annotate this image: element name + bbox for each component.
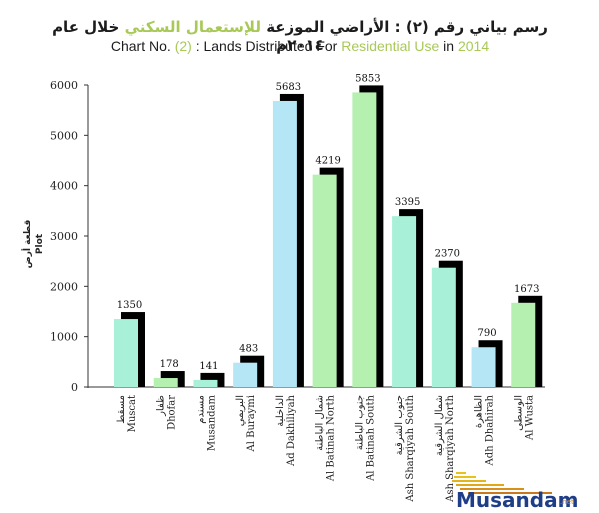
bar-value-label: 483	[239, 344, 258, 355]
bar	[153, 378, 178, 387]
x-tick-label-group: الظاهرة Adh Dhahirah	[474, 394, 496, 466]
x-tick-label-english: Ash Sharqiyah North	[445, 394, 456, 502]
bar	[431, 267, 456, 387]
chart-title-arabic: رسم بياني رقم (٢) : الأراضي الموزعة للإس…	[40, 18, 560, 54]
bar	[272, 100, 297, 388]
logo-suffix: .net	[560, 498, 574, 506]
x-tick-label-english: Al Buraymi	[246, 395, 257, 452]
bar-value-label: 2370	[435, 249, 460, 260]
x-tick-label-arabic: جنوب الشرقية	[394, 395, 405, 455]
bar-value-label: 3395	[395, 197, 420, 208]
bar	[193, 379, 218, 387]
x-tick-label-group: البريمي Al Buraymi	[235, 395, 257, 452]
x-tick-label-english: Muscat	[127, 395, 138, 432]
bar	[352, 92, 377, 388]
x-tick-label-arabic: مسندم	[195, 395, 206, 424]
x-tick-label-arabic: الظاهرة	[474, 395, 485, 428]
bar-value-label: 141	[199, 361, 218, 372]
title-ar-highlight: للإستعمال السكني	[124, 18, 261, 36]
title-en-part2: : Lands Distributed For	[191, 38, 342, 54]
bar-value-label: 178	[160, 359, 179, 370]
title-ar-suffix: خلال عام ٢٠١٤م	[52, 18, 324, 54]
x-tick-label-arabic: البريمي	[235, 395, 246, 426]
x-tick-label-english: Ash Sharqiyah South	[405, 394, 416, 502]
x-tick-label-arabic: مسقط	[116, 395, 127, 424]
x-tick-label-arabic: شمال الشرقية	[434, 395, 445, 456]
x-tick-label-group: الداخلية Ad Dakhiliyah	[275, 394, 297, 466]
title-en-year: 2014	[457, 38, 490, 54]
x-tick-label-group: شمال الشرقية Ash Sharqiyah North	[434, 394, 456, 502]
x-tick-label-english: Al Batinah North	[326, 394, 337, 482]
bar-value-label: 4219	[315, 156, 340, 167]
title-en-num: (2)	[174, 38, 192, 54]
y-tick-label: 3000	[50, 230, 78, 243]
x-tick-label-group: جنوب الباطنة Al Batinah South	[354, 394, 376, 481]
logo-text: Musandam	[456, 488, 579, 512]
x-tick-label-english: Ad Dakhiliyah	[286, 394, 297, 466]
x-tick-label-english: Adh Dhahirah	[485, 394, 496, 466]
y-tick-label: 0	[71, 381, 78, 394]
y-tick-label: 5000	[50, 129, 78, 142]
title-en-part3: in	[439, 38, 458, 54]
x-tick-label-arabic: ظفار	[156, 395, 167, 417]
bar	[312, 174, 337, 387]
x-tick-label-english: Dhofar	[167, 395, 178, 430]
bar-value-label: 790	[477, 328, 496, 339]
x-tick-label-group: مسقط Muscat	[116, 395, 138, 432]
title-ar-prefix: رسم بياني رقم (٢) : الأراضي الموزعة	[260, 18, 548, 36]
bar-value-label: 1673	[514, 284, 539, 295]
x-tick-label-english: Musandam	[206, 394, 217, 451]
bar-value-label: 5683	[276, 82, 301, 93]
x-tick-label-group: شمال الباطنة Al Batinah North	[315, 394, 337, 482]
x-tick-label-english: Al Wusta	[524, 395, 535, 441]
x-tick-label-arabic: الوسطى	[513, 395, 524, 431]
x-tick-label-english: Al Batinah South	[365, 394, 376, 481]
x-tick-label-arabic: جنوب الباطنة	[354, 395, 365, 450]
y-tick-label: 1000	[50, 331, 78, 344]
bar-value-label: 1350	[117, 300, 142, 311]
bar	[511, 302, 536, 387]
x-tick-label-group: مسندم Musandam	[195, 394, 217, 451]
y-tick-label: 6000	[50, 79, 78, 92]
x-tick-label-group: جنوب الشرقية Ash Sharqiyah South	[394, 394, 416, 502]
chart-title-english: Chart No. (2) : Lands Distributed For Re…	[40, 38, 560, 54]
x-tick-label-group: ظفار Dhofar	[156, 395, 178, 430]
bar	[471, 347, 496, 387]
y-tick-label: 4000	[50, 180, 78, 193]
x-tick-label-arabic: الداخلية	[275, 395, 286, 427]
y-tick-label: 2000	[50, 280, 78, 293]
logo-icon	[452, 472, 552, 494]
title-en-part1: Chart No.	[110, 38, 175, 54]
x-tick-label-group: الوسطى Al Wusta	[513, 395, 535, 441]
bar	[233, 362, 258, 387]
title-en-highlight: Residential Use	[341, 38, 440, 54]
bar	[114, 319, 138, 387]
x-tick-label-arabic: شمال الباطنة	[315, 395, 326, 451]
bar	[392, 216, 417, 387]
bar-value-label: 5853	[355, 73, 380, 84]
